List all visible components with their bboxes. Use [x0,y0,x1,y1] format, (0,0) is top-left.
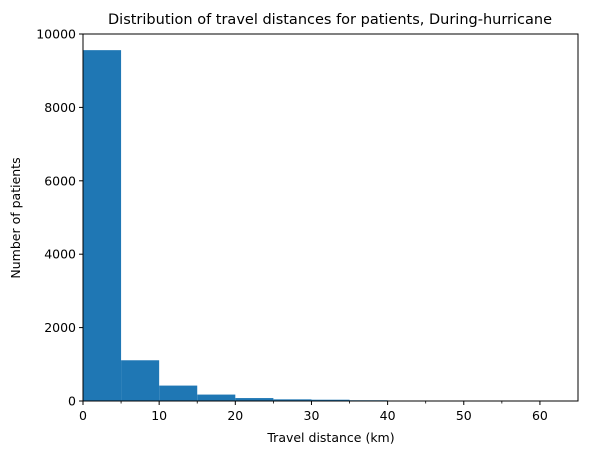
y-tick-label: 6000 [44,173,76,188]
histogram-bar [235,398,274,401]
histogram-bar [273,399,312,401]
histogram-bar [121,360,160,401]
x-tick-label: 40 [380,408,396,423]
y-tick-label: 10000 [36,27,76,42]
chart-title: Distribution of travel distances for pat… [108,12,552,28]
histogram-bar [83,50,122,401]
y-tick-label: 8000 [44,100,76,115]
histogram-bar [197,394,236,401]
y-tick-label: 4000 [44,247,76,262]
x-tick-label: 50 [456,408,472,423]
x-tick-label: 20 [227,408,243,423]
x-axis-label: Travel distance (km) [266,430,394,445]
y-axis-ticks: 0 2000 4000 6000 8000 10000 [36,27,83,409]
x-axis-ticks: 0 10 20 30 40 50 60 [79,401,548,423]
x-tick-label: 30 [304,408,320,423]
y-tick-label: 2000 [44,320,76,335]
y-axis-label: Number of patients [8,157,23,278]
plot-frame [82,33,579,402]
bars-group [83,50,502,401]
histogram-bar [311,399,350,401]
y-tick-label: 0 [68,394,76,409]
x-tick-label: 60 [532,408,548,423]
x-tick-label: 0 [79,408,87,423]
histogram-bar [159,385,198,401]
x-tick-label: 10 [151,408,167,423]
